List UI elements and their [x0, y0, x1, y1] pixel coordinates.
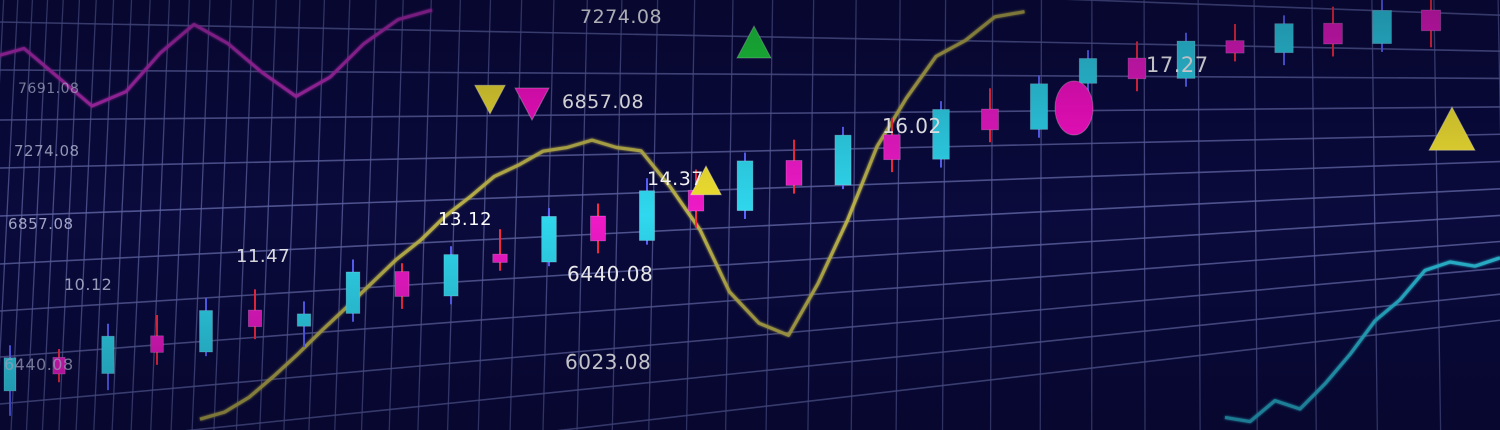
candle-body [1421, 10, 1440, 31]
candle-body [884, 135, 901, 160]
price-level-label: 6440.08 [567, 262, 653, 286]
value-label: 13.12 [438, 209, 492, 230]
candle-body [444, 255, 458, 296]
left-axis-label: 10.12 [64, 275, 112, 294]
candle-body [1373, 10, 1392, 43]
price-level-label: 6023.08 [565, 350, 651, 374]
candle-body [1079, 58, 1097, 83]
candle-body [395, 272, 409, 297]
candle-body [297, 314, 311, 326]
price-level-label: 6857.08 [562, 91, 644, 113]
price-level-label: 7274.08 [580, 6, 662, 28]
value-label: 17.27 [1146, 53, 1209, 77]
left-axis-label: 6857.08 [8, 215, 74, 233]
value-label: 11.47 [236, 246, 290, 267]
candle-body [493, 254, 508, 262]
candle-body [1324, 23, 1343, 44]
candle-body [151, 336, 164, 353]
candle-body [591, 216, 606, 241]
candle-body [346, 272, 360, 314]
candle-body [1226, 41, 1244, 53]
left-axis-label: 7691.08 [18, 81, 79, 97]
candle-body [982, 109, 999, 130]
candle-body [835, 135, 851, 185]
candle-body [248, 310, 261, 327]
candle-body [1275, 24, 1294, 53]
candle-body [786, 160, 802, 185]
left-axis-label: 7274.08 [14, 142, 80, 160]
candle-body [1128, 58, 1146, 79]
candle-body [1030, 84, 1047, 130]
value-label: 14.37 [647, 168, 704, 190]
candle-body [542, 216, 557, 262]
candle-body [200, 311, 213, 353]
candle-body [737, 161, 753, 211]
candle-body [639, 191, 654, 241]
signal-dot-marker [1055, 81, 1093, 135]
left-axis-label: 6440.08 [4, 355, 74, 374]
value-label: 16.02 [882, 114, 942, 138]
candle-body [102, 336, 115, 373]
